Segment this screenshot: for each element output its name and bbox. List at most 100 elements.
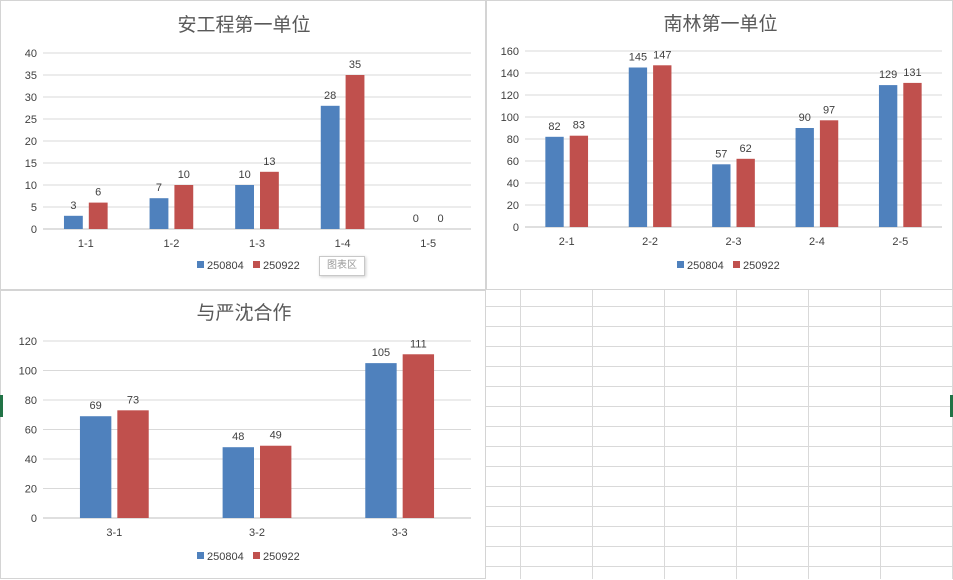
bar-250804-1-4[interactable] (320, 105, 340, 229)
data-label: 49 (270, 430, 282, 442)
chart-yanshen[interactable]: 与严沈合作 0 20 40 60 80 100 120 3-1 69 73 3-2 48 49 3-3 105… (0, 290, 486, 579)
x-tick-label: 2-4 (809, 236, 825, 248)
data-label: 105 (372, 347, 390, 359)
x-tick-label: 2-1 (559, 236, 575, 248)
x-tick-label: 2-3 (726, 236, 742, 248)
x-tick-label: 1-2 (163, 238, 179, 250)
data-label: 129 (879, 69, 897, 81)
data-label: 111 (410, 338, 427, 350)
chart-title: 与严沈合作 (196, 302, 291, 324)
x-tick-label: 2-5 (892, 236, 908, 248)
bar-250804-3-3[interactable] (365, 363, 397, 518)
bar-250922-1-1[interactable] (88, 202, 108, 229)
legend-label: 250804 (207, 260, 244, 272)
y-tick-label: 100 (501, 112, 519, 124)
data-label: 3 (70, 200, 76, 212)
chart-anquan[interactable]: 安工程第一单位 0 5 10 15 20 25 30 35 40 1-1 3 6 1-2 7 10 1-3 10 1… (0, 0, 486, 290)
bar-250804-2-1[interactable] (545, 136, 564, 227)
bar-250922-2-1[interactable] (569, 135, 589, 227)
data-label: 28 (324, 90, 336, 102)
legend-swatch (677, 261, 684, 268)
y-tick-label: 10 (25, 180, 37, 192)
data-label: 6 (95, 187, 101, 199)
legend-swatch (733, 261, 740, 268)
y-tick-label: 120 (501, 90, 519, 102)
x-tick-label: 2-2 (642, 236, 658, 248)
bar-250804-1-3[interactable] (235, 185, 254, 229)
chart-svg: 安工程第一单位 0 5 10 15 20 25 30 35 40 1-1 3 6 1-2 7 10 1-3 10 1… (25, 14, 471, 272)
chart-svg: 南林第一单位 0 20 40 60 80 100 120 140 160 2-1 82 83 2-2 145… (501, 13, 942, 272)
data-label: 10 (178, 169, 190, 181)
bar-250922-3-2[interactable] (260, 445, 292, 518)
chart-area-tooltip: 图表区 (319, 256, 365, 276)
data-label: 0 (438, 213, 444, 225)
data-label: 147 (653, 49, 671, 61)
legend-label: 250804 (687, 260, 724, 272)
data-label: 83 (573, 120, 585, 132)
y-tick-label: 25 (25, 114, 37, 126)
bar-250804-1-1[interactable] (63, 215, 83, 229)
bar-250804-2-4[interactable] (795, 128, 814, 227)
legend-label: 250804 (207, 551, 244, 563)
data-label: 48 (232, 431, 244, 443)
data-label: 57 (715, 148, 727, 160)
legend-swatch (253, 261, 260, 268)
data-label: 90 (799, 112, 811, 124)
data-label: 131 (903, 67, 921, 79)
bar-250922-2-4[interactable] (819, 120, 839, 227)
bar-250804-2-2[interactable] (628, 67, 648, 228)
data-label: 73 (127, 394, 139, 406)
bar-250922-2-3[interactable] (736, 158, 755, 227)
y-tick-label: 15 (25, 158, 37, 170)
x-tick-label: 1-4 (335, 238, 351, 250)
row-selection-marker-right (950, 395, 953, 417)
bar-250922-1-3[interactable] (260, 171, 279, 229)
bar-250922-3-3[interactable] (402, 354, 435, 518)
bar-250922-1-2[interactable] (174, 185, 194, 229)
y-tick-label: 40 (25, 48, 37, 60)
data-label: 145 (629, 52, 647, 64)
bar-250804-2-5[interactable] (878, 85, 898, 227)
data-label: 10 (238, 169, 250, 181)
y-tick-label: 40 (25, 454, 37, 466)
x-tick-label: 1-5 (420, 238, 436, 250)
legend-label: 250922 (263, 260, 300, 272)
y-tick-label: 30 (25, 92, 37, 104)
y-tick-label: 100 (19, 366, 37, 378)
bar-250922-1-4[interactable] (345, 75, 365, 229)
y-tick-label: 20 (25, 484, 37, 496)
x-tick-label: 1-3 (249, 238, 265, 250)
x-tick-label: 3-3 (392, 527, 408, 539)
bar-250922-2-5[interactable] (903, 82, 922, 228)
y-tick-label: 80 (507, 134, 519, 146)
y-tick-label: 20 (507, 200, 519, 212)
data-label: 35 (349, 59, 361, 71)
legend-label: 250922 (263, 551, 300, 563)
legend-swatch (197, 552, 204, 559)
x-tick-label: 3-1 (106, 527, 122, 539)
data-label: 62 (740, 143, 752, 155)
y-tick-label: 160 (501, 46, 519, 58)
bar-250804-1-2[interactable] (149, 198, 169, 229)
chart-nanlin[interactable]: 南林第一单位 0 20 40 60 80 100 120 140 160 2-1 82 83 2-2 145… (486, 0, 953, 290)
x-tick-label: 1-1 (78, 238, 94, 250)
data-label: 0 (413, 213, 419, 225)
y-tick-label: 60 (507, 156, 519, 168)
bar-250922-3-1[interactable] (117, 410, 149, 518)
legend-swatch (253, 552, 260, 559)
bar-250804-2-3[interactable] (712, 164, 731, 227)
row-selection-marker-left (0, 395, 3, 417)
y-tick-label: 80 (25, 395, 37, 407)
y-tick-label: 20 (25, 136, 37, 148)
data-label: 13 (263, 156, 275, 168)
x-tick-label: 3-2 (249, 527, 265, 539)
legend-label: 250922 (743, 260, 780, 272)
bar-250804-3-2[interactable] (222, 447, 254, 518)
bar-250804-3-1[interactable] (79, 416, 112, 518)
chart-title: 南林第一单位 (663, 13, 777, 35)
legend-swatch (197, 261, 204, 268)
chart-svg: 与严沈合作 0 20 40 60 80 100 120 3-1 69 73 3-2 48 49 3-3 105… (19, 302, 471, 563)
y-tick-label: 140 (501, 68, 519, 80)
y-tick-label: 0 (31, 513, 37, 525)
bar-250922-2-2[interactable] (653, 65, 672, 227)
